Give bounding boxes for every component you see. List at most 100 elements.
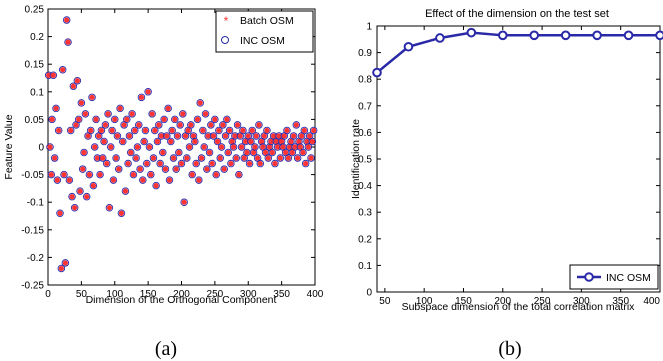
inc-osm-marker xyxy=(562,32,570,40)
line-x-axis-label: Subspace dimension of the total correlat… xyxy=(402,301,636,313)
batch-osm-point xyxy=(60,67,65,72)
batch-osm-point xyxy=(136,122,141,127)
batch-osm-point xyxy=(248,139,253,144)
batch-osm-point xyxy=(113,155,118,160)
batch-osm-point xyxy=(147,144,152,149)
batch-osm-point xyxy=(112,117,117,122)
scatter-points xyxy=(45,17,317,272)
line-y-tick-label: 0.2 xyxy=(358,234,372,245)
batch-osm-point xyxy=(139,95,144,100)
batch-osm-point xyxy=(148,172,153,177)
batch-osm-point xyxy=(263,150,268,155)
batch-osm-point xyxy=(59,266,64,271)
batch-osm-point xyxy=(69,194,74,199)
batch-osm-point xyxy=(219,144,224,149)
batch-osm-point xyxy=(87,172,92,177)
batch-osm-point xyxy=(111,178,116,183)
batch-osm-point xyxy=(160,150,165,155)
legend-label-batch-osm: Batch OSM xyxy=(240,15,294,27)
batch-osm-point xyxy=(240,128,245,133)
batch-osm-point xyxy=(49,172,54,177)
batch-osm-point xyxy=(286,155,291,160)
batch-osm-point xyxy=(79,100,84,105)
batch-osm-point xyxy=(146,89,151,94)
batch-osm-point xyxy=(47,144,52,149)
line-y-tick-label: 0.7 xyxy=(358,101,372,112)
batch-osm-point xyxy=(152,128,157,133)
batch-osm-point xyxy=(142,139,147,144)
batch-osm-point xyxy=(311,128,316,133)
batch-osm-point xyxy=(77,189,82,194)
batch-osm-point xyxy=(49,117,54,122)
line-x-tick-label: 50 xyxy=(379,296,391,307)
batch-osm-point xyxy=(244,150,249,155)
batch-osm-point xyxy=(119,211,124,216)
batch-osm-point xyxy=(81,150,86,155)
line-plot-frame xyxy=(377,26,660,292)
line-y-ticks: 10.90.80.70.60.50.40.30.20.10 xyxy=(358,22,660,299)
batch-osm-point xyxy=(172,117,177,122)
batch-osm-point xyxy=(290,150,295,155)
batch-osm-point xyxy=(53,106,58,111)
batch-osm-point xyxy=(126,161,131,166)
batch-osm-point xyxy=(135,144,140,149)
batch-osm-point xyxy=(300,150,305,155)
batch-osm-point xyxy=(302,128,307,133)
line-series xyxy=(373,29,663,76)
line-y-tick-label: 0 xyxy=(366,288,372,299)
batch-osm-point xyxy=(272,161,277,166)
batch-osm-point xyxy=(144,161,149,166)
batch-osm-point xyxy=(194,161,199,166)
batch-osm-point xyxy=(100,155,105,160)
batch-osm-point xyxy=(124,117,129,122)
batch-osm-point xyxy=(220,122,225,127)
batch-osm-point xyxy=(228,161,233,166)
batch-osm-point xyxy=(72,205,77,210)
batch-osm-point xyxy=(120,139,125,144)
scatter-y-tick-label: 0.25 xyxy=(25,5,45,16)
line-y-tick-label: 0.1 xyxy=(358,261,372,272)
batch-osm-point xyxy=(158,161,163,166)
batch-osm-point xyxy=(164,133,169,138)
batch-osm-point xyxy=(103,122,108,127)
batch-osm-point xyxy=(200,128,205,133)
batch-osm-point xyxy=(166,106,171,111)
legend-label-inc-osm-b: INC OSM xyxy=(606,272,651,284)
batch-osm-point xyxy=(266,155,271,160)
batch-osm-point xyxy=(75,78,80,83)
batch-osm-point xyxy=(80,166,85,171)
batch-osm-point xyxy=(55,178,60,183)
batch-osm-point xyxy=(109,128,114,133)
line-panel: Effect of the dimension on the test set … xyxy=(350,8,663,360)
batch-osm-point xyxy=(183,133,188,138)
batch-osm-point xyxy=(115,133,120,138)
batch-osm-point xyxy=(83,111,88,116)
inc-osm-marker xyxy=(593,32,601,40)
batch-osm-point xyxy=(107,205,112,210)
batch-osm-point xyxy=(254,133,259,138)
scatter-legend: * Batch OSM INC OSM xyxy=(216,11,313,52)
inc-osm-marker xyxy=(530,32,538,40)
scatter-y-tick-label: -0.05 xyxy=(21,170,44,181)
batch-osm-point xyxy=(188,122,193,127)
batch-osm-point xyxy=(255,155,260,160)
batch-osm-point xyxy=(214,172,219,177)
batch-osm-point xyxy=(247,161,252,166)
batch-osm-point xyxy=(179,161,184,166)
batch-osm-point xyxy=(138,166,143,171)
batch-osm-point xyxy=(123,189,128,194)
scatter-x-tick-label: 400 xyxy=(307,289,324,300)
inc-osm-marker xyxy=(468,29,476,37)
batch-osm-point xyxy=(284,128,289,133)
batch-osm-point xyxy=(238,133,243,138)
batch-osm-point xyxy=(307,133,312,138)
batch-osm-point xyxy=(218,155,223,160)
batch-osm-point xyxy=(71,84,76,89)
batch-osm-point xyxy=(174,166,179,171)
scatter-y-tick-label: -0.2 xyxy=(27,253,45,264)
batch-osm-point xyxy=(52,155,57,160)
line-legend: INC OSM xyxy=(570,265,658,289)
batch-osm-point xyxy=(227,128,232,133)
batch-osm-point xyxy=(187,144,192,149)
batch-osm-point xyxy=(132,128,137,133)
